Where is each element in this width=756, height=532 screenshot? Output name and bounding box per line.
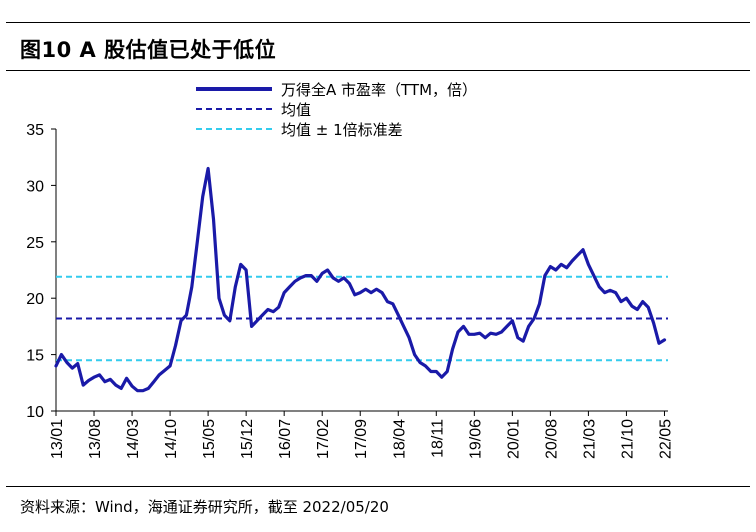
x-tick-label: 17/02 [315,419,332,459]
x-tick-label: 21/10 [619,419,636,459]
top-rule [6,22,750,23]
y-tick-label: 10 [26,404,44,421]
legend-mean-label: 均值 [281,101,311,119]
x-tick-label: 17/09 [353,419,370,459]
y-tick-label: 15 [26,348,44,365]
x-tick-label: 13/01 [49,419,66,459]
x-tick-label: 14/03 [125,419,142,459]
x-tick-label: 20/08 [543,419,560,459]
y-tick-label: 20 [26,291,44,308]
x-tick-label: 21/03 [581,419,598,459]
x-tick-label: 20/01 [505,419,522,459]
x-tick-label: 22/05 [657,419,674,459]
x-tick-label: 19/06 [467,419,484,459]
x-tick-label: 18/11 [429,419,446,458]
x-tick-label: 15/05 [201,419,218,459]
x-tick-label: 18/04 [391,419,408,459]
title-rule [6,70,750,71]
y-tick-label: 25 [26,235,44,252]
legend-band-label: 均值 ± 1倍标准差 [281,121,403,139]
x-tick-label: 15/12 [239,419,256,459]
figure-title: 图10 A 股估值已处于低位 [20,38,277,62]
y-tick-label: 30 [26,178,44,195]
legend-series-label: 万得全A 市盈率（TTM，倍） [281,81,477,99]
source-note: 资料来源：Wind，海通证券研究所，截至 2022/05/20 [20,498,389,516]
x-tick-label: 14/10 [163,419,180,459]
x-tick-label: 13/08 [87,419,104,459]
source-rule [6,486,750,487]
x-tick-label: 16/07 [277,419,294,459]
pe-series-line [54,166,667,393]
y-tick-label: 35 [26,122,44,139]
